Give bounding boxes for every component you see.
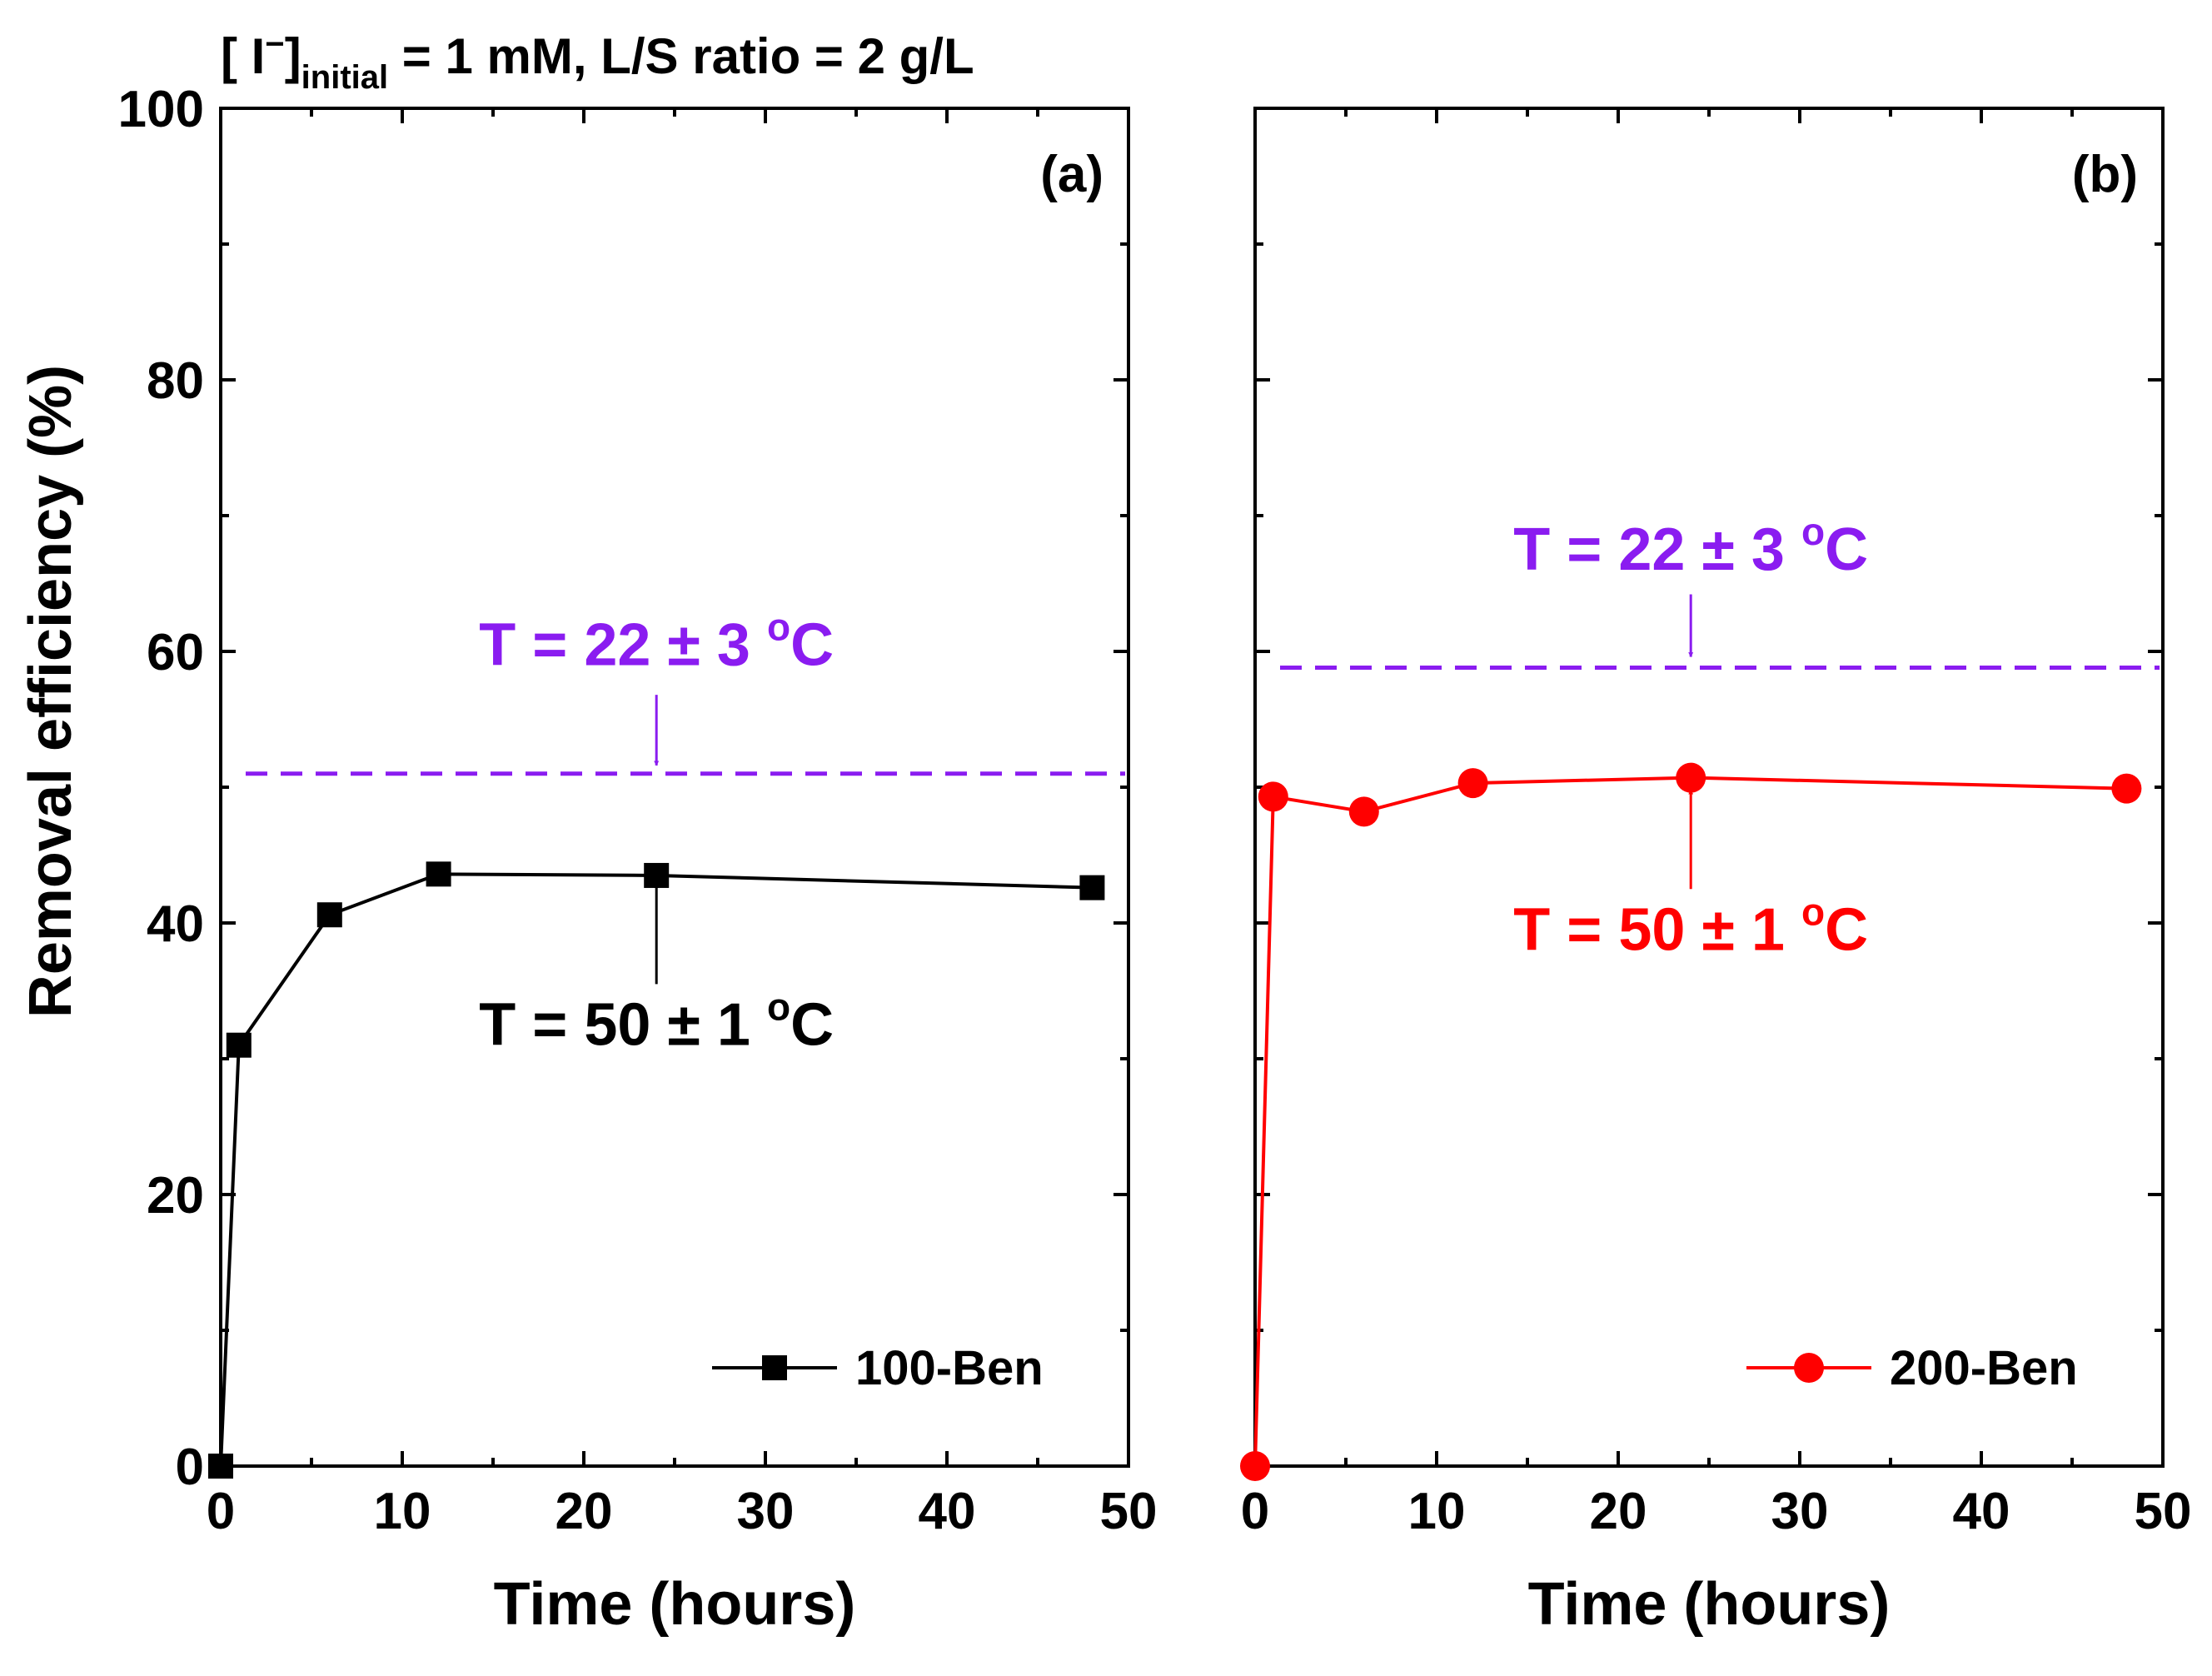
panel-b-data-point — [1676, 762, 1706, 793]
panel-b-data-point — [1348, 796, 1379, 827]
panel-b-x-tick-label: 20 — [1590, 1483, 1647, 1540]
header-subscript: initial — [301, 59, 388, 96]
panel-b-x-tick-label: 40 — [1953, 1483, 2010, 1540]
panel-a-x-tick-label: 10 — [374, 1483, 431, 1540]
panel-b-x-tick-label: 30 — [1771, 1483, 1829, 1540]
panel-b-annotation-0: T = 22 ± 3 oC — [1513, 510, 1868, 583]
panel-b-annotation-main: T = 22 ± 3 — [1513, 516, 1801, 583]
panel-a-frame — [219, 107, 1130, 1468]
panel-a-annotation-degree: o — [767, 605, 790, 648]
panel-b-data-point — [2111, 773, 2142, 804]
figure-header: [ I−]initial = 1 mM, L/S ratio = 2 g/L — [221, 26, 974, 96]
panel-b-x-tick-label: 0 — [1241, 1483, 1269, 1540]
panel-a-y-tick-label: 80 — [147, 352, 204, 410]
panel-a-annotation-unit: C — [790, 611, 834, 678]
panel-a-annotation-degree: o — [767, 985, 790, 1029]
panel-b-legend-marker — [1794, 1353, 1824, 1383]
panel-a-x-tick-label: 50 — [1100, 1483, 1158, 1540]
panel-a-legend-marker — [762, 1355, 787, 1380]
panel-a-annotation-main: T = 22 ± 3 — [479, 611, 767, 678]
panel-a-y-tick-label: 0 — [176, 1439, 204, 1496]
panel-b-annotation-main: T = 50 ± 1 — [1513, 897, 1801, 964]
panel-b-data-point — [1457, 768, 1488, 799]
panel-a-data-point — [1079, 875, 1105, 900]
panel-b-data-point — [1258, 781, 1288, 812]
panel-a-x-tick-label: 30 — [737, 1483, 795, 1540]
panel-a-x-tick-label: 40 — [919, 1483, 976, 1540]
panel-a-y-tick-label: 40 — [147, 895, 204, 953]
panel-b-series-line — [1253, 776, 2127, 1467]
panel-b-legend-label: 200-Ben — [1890, 1341, 2078, 1395]
panel-a-annotation-unit: C — [790, 992, 834, 1059]
header-prefix: [ I — [221, 28, 265, 84]
panel-a-data-point — [426, 861, 451, 887]
panel-a-series-line — [219, 872, 1093, 1467]
panel-a-annotation-main: T = 50 ± 1 — [479, 992, 767, 1059]
header-superscript: − — [265, 26, 284, 62]
panel-b-data-point — [1240, 1451, 1270, 1481]
panel-a-x-axis-title: Time (hours) — [494, 1571, 856, 1638]
panel-b-annotation-unit: C — [1825, 516, 1868, 583]
panel-a-x-tick-label: 0 — [207, 1483, 235, 1540]
header-suffix: = 1 mM, L/S ratio = 2 g/L — [388, 28, 974, 84]
panel-a-data-point — [226, 1032, 252, 1058]
panel-b-x-axis-title: Time (hours) — [1528, 1571, 1891, 1638]
panel-b-annotation-degree: o — [1801, 890, 1825, 934]
panel-a-panel-label: (a) — [1040, 146, 1104, 203]
panel-a-data-point — [208, 1454, 233, 1479]
panel-a-annotation-1: T = 50 ± 1 oC — [479, 985, 834, 1059]
panel-a-x-tick-label: 20 — [555, 1483, 613, 1540]
panel-a-annotation-0: T = 22 ± 3 oC — [479, 605, 834, 678]
panel-a-legend-label: 100-Ben — [855, 1341, 1044, 1395]
panel-a-y-tick-label: 20 — [147, 1167, 204, 1225]
panel-a: 0 10 20 30 40 50 0 20 40 60 80 100 Time (hours) (a) T … — [118, 81, 1158, 1638]
panel-b-annotation-1: T = 50 ± 1 oC — [1513, 890, 1868, 964]
panel-b-annotation-degree: o — [1801, 510, 1825, 553]
panel-a-data-point — [644, 862, 670, 888]
panel-b-annotation-unit: C — [1825, 897, 1868, 964]
panel-a-y-tick-label: 100 — [118, 81, 204, 138]
panel-a-data-point — [316, 902, 342, 928]
panel-b-x-tick-label: 10 — [1408, 1483, 1466, 1540]
header-close-bracket: ] — [285, 28, 301, 84]
panel-b-panel-label: (b) — [2072, 146, 2138, 203]
panel-a-y-tick-label: 60 — [147, 624, 204, 681]
y-axis-title: Removal efficiency (%) — [17, 365, 84, 1018]
panel-b-x-tick-label: 50 — [2135, 1483, 2192, 1540]
